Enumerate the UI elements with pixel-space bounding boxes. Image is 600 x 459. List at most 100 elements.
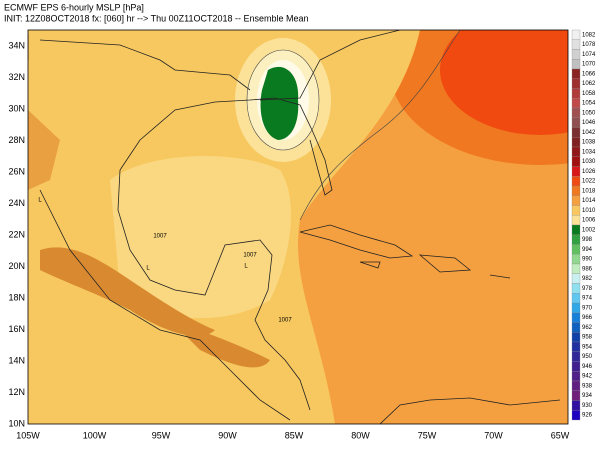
colorbar-label: 1026 — [582, 169, 596, 175]
colorbar-label: 970 — [582, 305, 593, 311]
lon-label: 65W — [551, 430, 570, 440]
colorbar-swatch — [571, 234, 581, 245]
colorbar-label: 950 — [582, 354, 593, 360]
map-label: L — [38, 198, 42, 204]
lat-label: 26N — [8, 166, 25, 176]
colorbar-swatch — [571, 224, 581, 235]
colorbar-label: 978 — [582, 286, 593, 292]
colorbar-swatch — [571, 176, 581, 187]
lat-label: 16N — [8, 324, 25, 334]
colorbar-label: 1030 — [582, 159, 596, 165]
colorbar-swatch — [571, 361, 581, 372]
high-core — [440, 30, 568, 135]
colorbar-swatch — [571, 244, 581, 255]
storm-core — [260, 66, 299, 140]
colorbar-swatch — [571, 107, 581, 118]
lon-label: 105W — [16, 430, 40, 440]
colorbar-label: 1034 — [582, 149, 596, 155]
lat-label: 24N — [8, 198, 25, 208]
colorbar-label: 1046 — [582, 120, 596, 126]
map-label: 1007 — [278, 318, 292, 324]
lon-label: 85W — [285, 430, 304, 440]
colorbar-label: 954 — [582, 344, 593, 350]
lat-label: 32N — [8, 72, 25, 82]
map-area — [28, 30, 568, 424]
island-coast — [299, 224, 414, 259]
lat-label: 30N — [8, 103, 25, 113]
lat-label: 22N — [8, 229, 25, 239]
colorbar-swatch — [571, 166, 581, 177]
colorbar-swatch — [571, 185, 581, 196]
colorbar-swatch — [571, 78, 581, 89]
colorbar-swatch — [571, 39, 581, 50]
colorbar-swatch — [571, 98, 581, 109]
lon-label: 80W — [351, 430, 370, 440]
colorbar-swatch — [571, 68, 581, 79]
colorbar-label: 942 — [582, 374, 593, 380]
map-label: L — [146, 266, 150, 272]
colorbar-swatch — [571, 263, 581, 274]
coastline — [379, 397, 561, 424]
colorbar-swatch — [571, 410, 581, 421]
colorbar-swatch — [571, 29, 581, 40]
colorbar-label: 998 — [582, 237, 593, 243]
lat-label: 18N — [8, 292, 25, 302]
lat-label: 10N — [8, 418, 25, 428]
lat-label: 28N — [8, 135, 25, 145]
lon-label: 95W — [152, 430, 171, 440]
isobar — [299, 30, 461, 221]
map-title: ECMWF EPS 6-hourly MSLP [hPa] — [4, 2, 144, 12]
colorbar-swatch — [571, 283, 581, 294]
colorbar-label: 974 — [582, 296, 593, 302]
terrain-low — [170, 320, 270, 368]
colorbar-swatch — [571, 380, 581, 391]
colorbar-label: 1058 — [582, 91, 596, 97]
lat-label: 34N — [8, 40, 25, 50]
border-line — [28, 30, 401, 101]
lon-label: 70W — [484, 430, 503, 440]
lon-label: 75W — [418, 430, 437, 440]
pressure-field — [110, 156, 291, 319]
colorbar-label: 962 — [582, 325, 593, 331]
colorbar-swatch — [571, 156, 581, 167]
map-label: L — [244, 264, 248, 270]
colorbar-label: 986 — [582, 266, 593, 272]
coastline — [39, 189, 291, 421]
colorbar-label: 930 — [582, 403, 593, 409]
colorbar-label: 934 — [582, 393, 593, 399]
colorbar-label: 938 — [582, 383, 593, 389]
colorbar-label: 1010 — [582, 208, 596, 214]
colorbar-label: 990 — [582, 257, 593, 263]
colorbar-swatch — [571, 400, 581, 411]
lat-label: 20N — [8, 261, 25, 271]
terrain-low — [28, 110, 60, 190]
colorbar-swatch — [571, 390, 581, 401]
colorbar-swatch — [571, 205, 581, 216]
island-coast — [359, 254, 511, 279]
colorbar-swatch — [571, 341, 581, 352]
colorbar-swatch — [571, 59, 581, 70]
colorbar-label: 994 — [582, 247, 593, 253]
colorbar-swatch — [571, 322, 581, 333]
map-label: 1007 — [153, 234, 167, 240]
colorbar-label: 1054 — [582, 101, 596, 107]
map-label: 1007 — [243, 253, 257, 259]
lon-label: 90W — [218, 430, 237, 440]
coastline — [117, 169, 311, 411]
colorbar-label: 958 — [582, 335, 593, 341]
colorbar-label: 982 — [582, 276, 593, 282]
colorbar-swatch — [571, 254, 581, 265]
colorbar-label: 1038 — [582, 140, 596, 146]
colorbar-label: 1042 — [582, 130, 596, 136]
colorbar-label: 1066 — [582, 71, 596, 77]
colorbar-label: 1082 — [582, 32, 596, 38]
colorbar-label: 1002 — [582, 227, 596, 233]
coastline — [119, 97, 333, 196]
colorbar-swatch — [571, 351, 581, 362]
colorbar-swatch — [571, 312, 581, 323]
colorbar-swatch — [571, 195, 581, 206]
colorbar-label: 1074 — [582, 52, 596, 58]
colorbar-label: 966 — [582, 315, 593, 321]
